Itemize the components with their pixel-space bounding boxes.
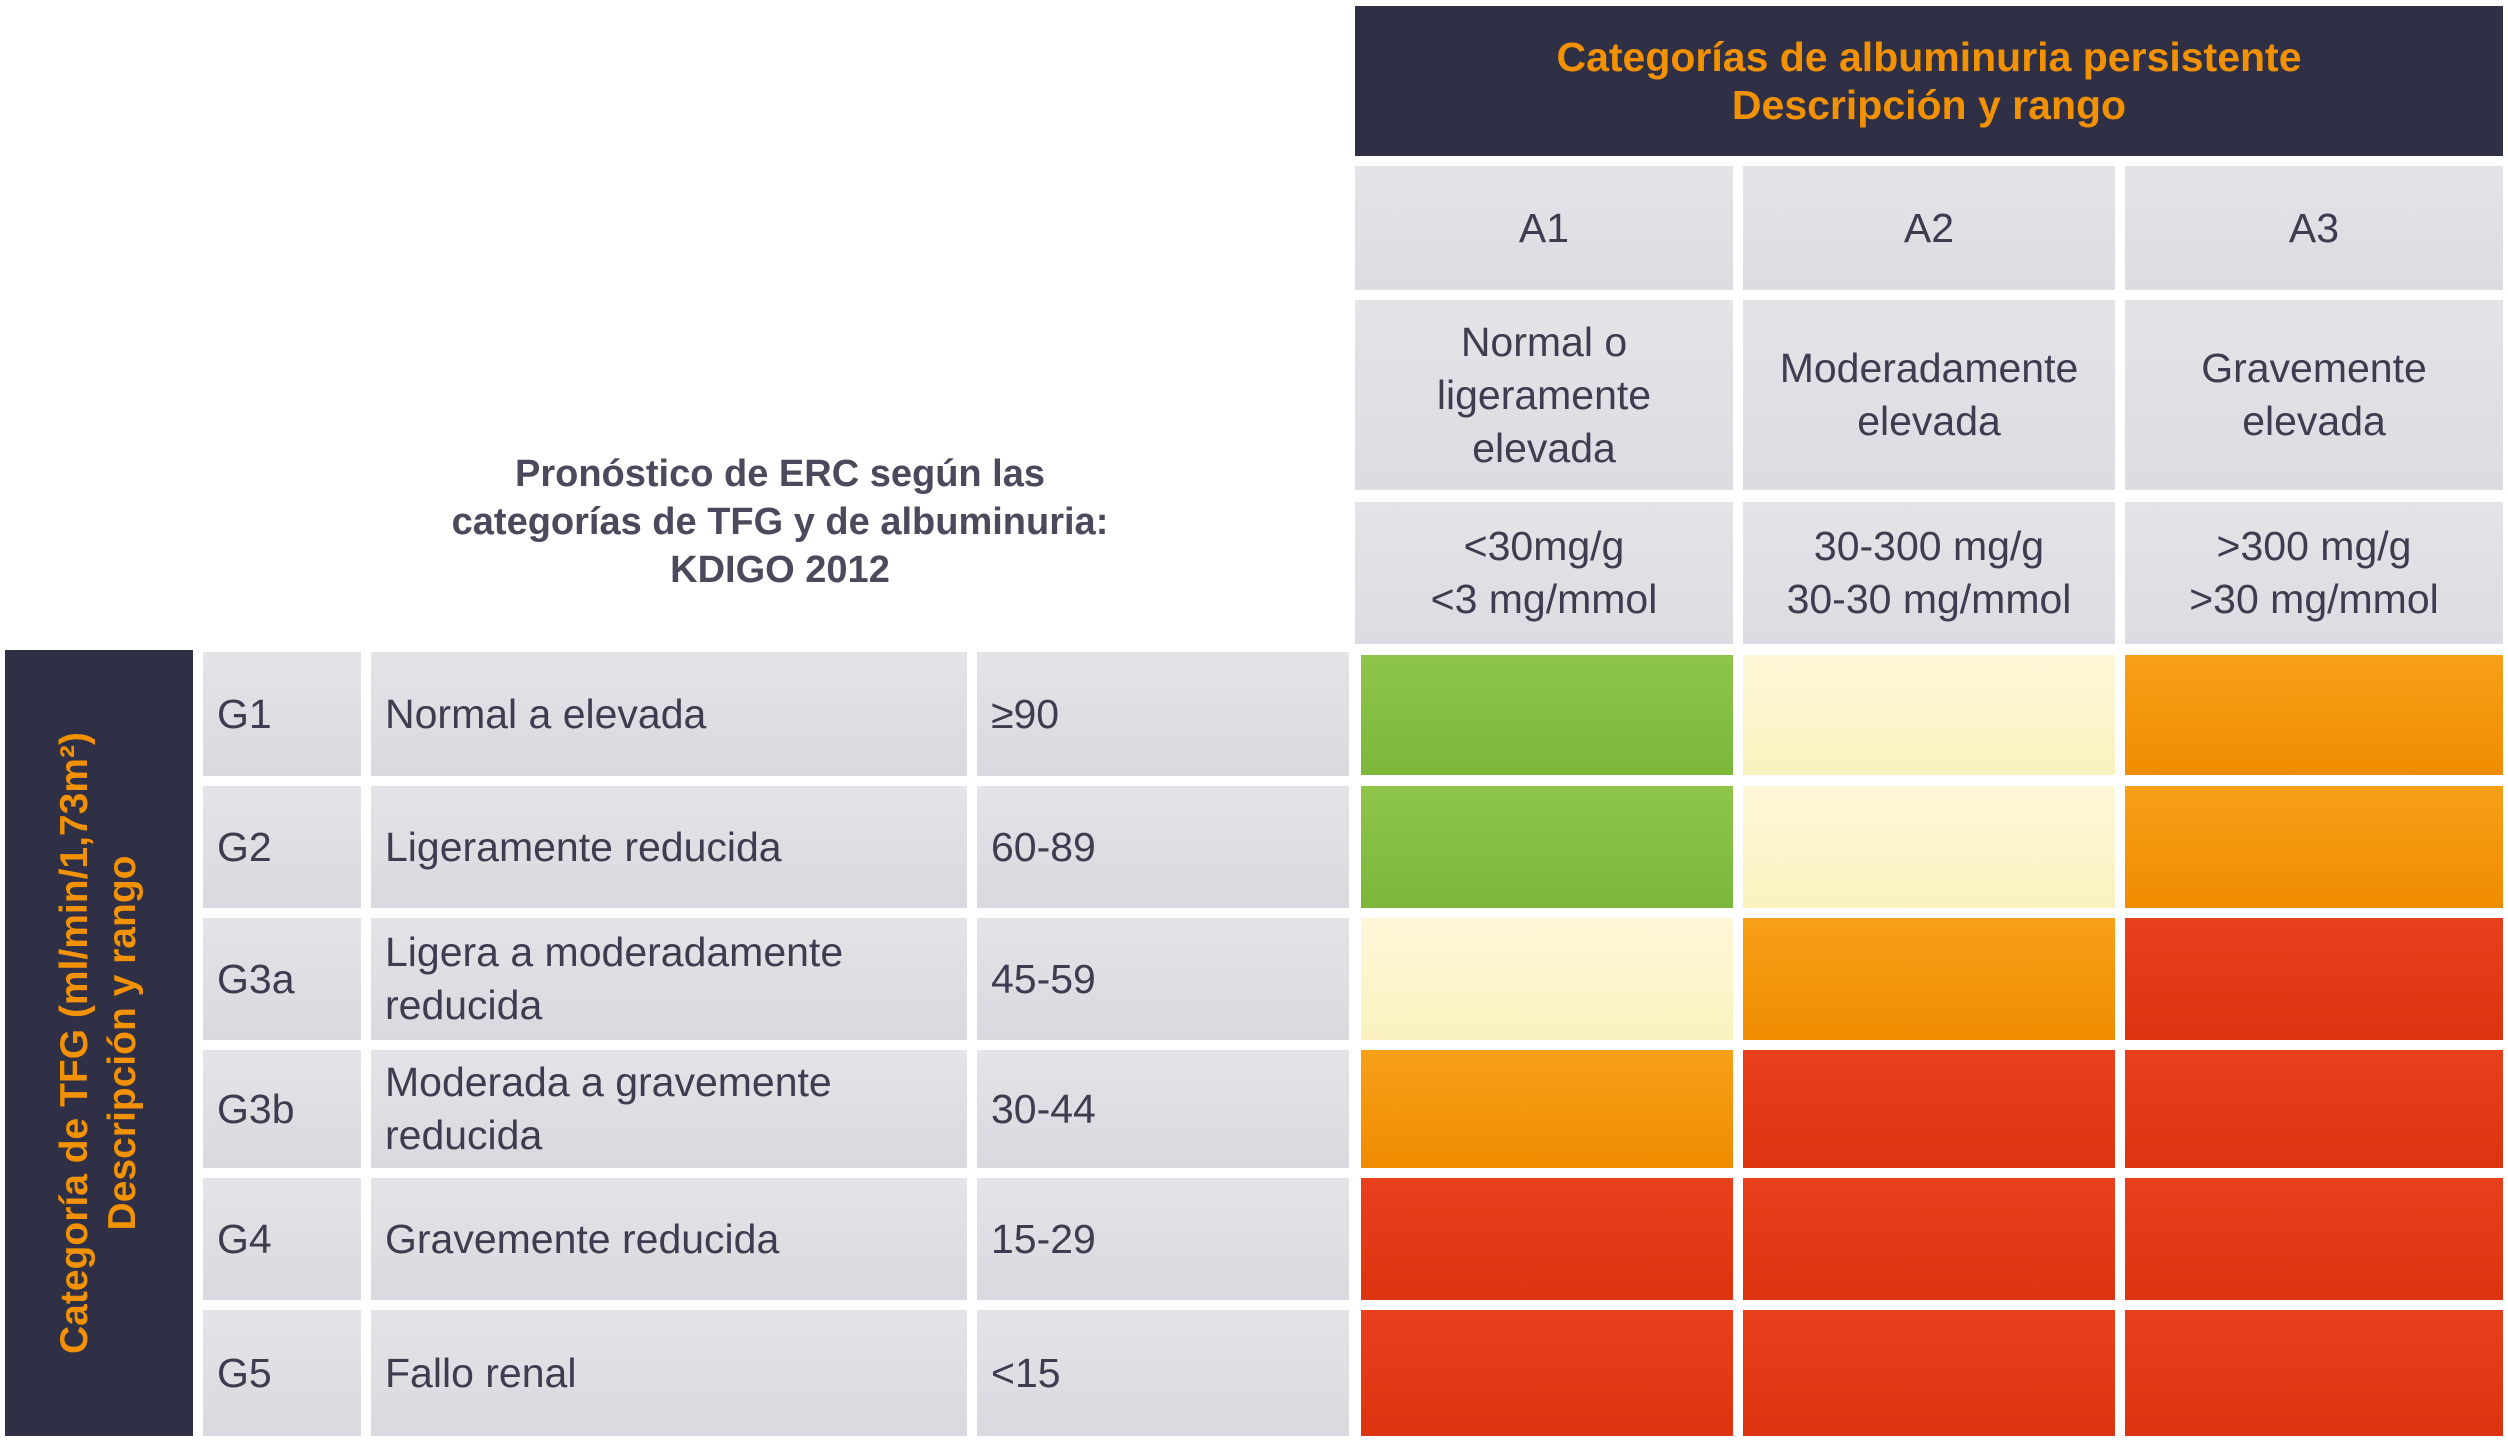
albuminuria-header-line2: Descripción y rango xyxy=(1731,82,2127,128)
albuminuria-description-a3: Gravemente elevada xyxy=(2125,300,2503,490)
albuminuria-header: Categorías de albuminuria persistente De… xyxy=(1355,6,2503,156)
title-line2: categorías de TFG y de albuminuria: xyxy=(451,501,1109,543)
risk-cell-g2-a2 xyxy=(1743,786,2115,908)
albuminuria-description-a2: Moderadamente elevada xyxy=(1743,300,2115,490)
albuminuria-range-a2: 30-300 mg/g 30-30 mg/mmol xyxy=(1743,502,2115,644)
albuminuria-range-a1: <30mg/g <3 mg/mmol xyxy=(1355,502,1733,644)
risk-cell-g3a-a2 xyxy=(1743,918,2115,1040)
albuminuria-description-a1: Normal o ligeramente elevada xyxy=(1355,300,1733,490)
tfg-row-g3a-description: Ligera a moderadamente reducida xyxy=(371,918,967,1040)
risk-cell-g3b-a3 xyxy=(2125,1050,2503,1168)
tfg-row-g2-code: G2 xyxy=(203,786,361,908)
albuminuria-range-a3: >300 mg/g >30 mg/mmol xyxy=(2125,502,2503,644)
risk-cell-g4-a2 xyxy=(1743,1178,2115,1300)
tfg-row-g4-range: 15-29 xyxy=(977,1178,1349,1300)
risk-cell-g1-a2 xyxy=(1743,655,2115,775)
tfg-row-g4-code: G4 xyxy=(203,1178,361,1300)
risk-cell-g2-a1 xyxy=(1361,786,1733,908)
risk-cell-g1-a1 xyxy=(1361,655,1733,775)
risk-cell-g5-a2 xyxy=(1743,1310,2115,1436)
albuminuria-code-a3: A3 xyxy=(2125,166,2503,290)
title-line1: Pronóstico de ERC según las xyxy=(515,453,1045,495)
tfg-row-g3b-range: 30-44 xyxy=(977,1050,1349,1168)
page-title: Pronóstico de ERC según las categorías d… xyxy=(380,450,1180,600)
tfg-row-g1-code: G1 xyxy=(203,652,361,776)
tfg-row-g3a-code: G3a xyxy=(203,918,361,1040)
albuminuria-code-a2: A2 xyxy=(1743,166,2115,290)
tfg-row-g3b-code: G3b xyxy=(203,1050,361,1168)
risk-cell-g3b-a1 xyxy=(1361,1050,1733,1168)
albuminuria-header-line1: Categorías de albuminuria persistente xyxy=(1556,34,2302,80)
tfg-row-g5-code: G5 xyxy=(203,1310,361,1436)
tfg-header: Categoría de TFG (ml/min/1,73m²) Descrip… xyxy=(5,650,193,1436)
title-line3: KDIGO 2012 xyxy=(670,549,890,591)
tfg-row-g2-description: Ligeramente reducida xyxy=(371,786,967,908)
tfg-row-g1-description: Normal a elevada xyxy=(371,652,967,776)
risk-cell-g3a-a3 xyxy=(2125,918,2503,1040)
risk-cell-g3a-a1 xyxy=(1361,918,1733,1040)
tfg-row-g4-description: Gravemente reducida xyxy=(371,1178,967,1300)
tfg-row-g5-description: Fallo renal xyxy=(371,1310,967,1436)
tfg-header-label: Categoría de TFG (ml/min/1,73m²) Descrip… xyxy=(29,675,169,1411)
risk-cell-g2-a3 xyxy=(2125,786,2503,908)
risk-cell-g5-a3 xyxy=(2125,1310,2503,1436)
risk-cell-g5-a1 xyxy=(1361,1310,1733,1436)
risk-cell-g1-a3 xyxy=(2125,655,2503,775)
tfg-header-line1: Categoría de TFG (ml/min/1,73m²) xyxy=(53,732,96,1354)
risk-cell-g4-a1 xyxy=(1361,1178,1733,1300)
risk-cell-g4-a3 xyxy=(2125,1178,2503,1300)
risk-cell-g3b-a2 xyxy=(1743,1050,2115,1168)
tfg-row-g5-range: <15 xyxy=(977,1310,1349,1436)
tfg-row-g3a-range: 45-59 xyxy=(977,918,1349,1040)
albuminuria-code-a1: A1 xyxy=(1355,166,1733,290)
tfg-row-g3b-description: Moderada a gravemente reducida xyxy=(371,1050,967,1168)
tfg-header-line2: Descripción y rango xyxy=(101,855,144,1231)
tfg-row-g2-range: 60-89 xyxy=(977,786,1349,908)
tfg-row-g1-range: ≥90 xyxy=(977,652,1349,776)
